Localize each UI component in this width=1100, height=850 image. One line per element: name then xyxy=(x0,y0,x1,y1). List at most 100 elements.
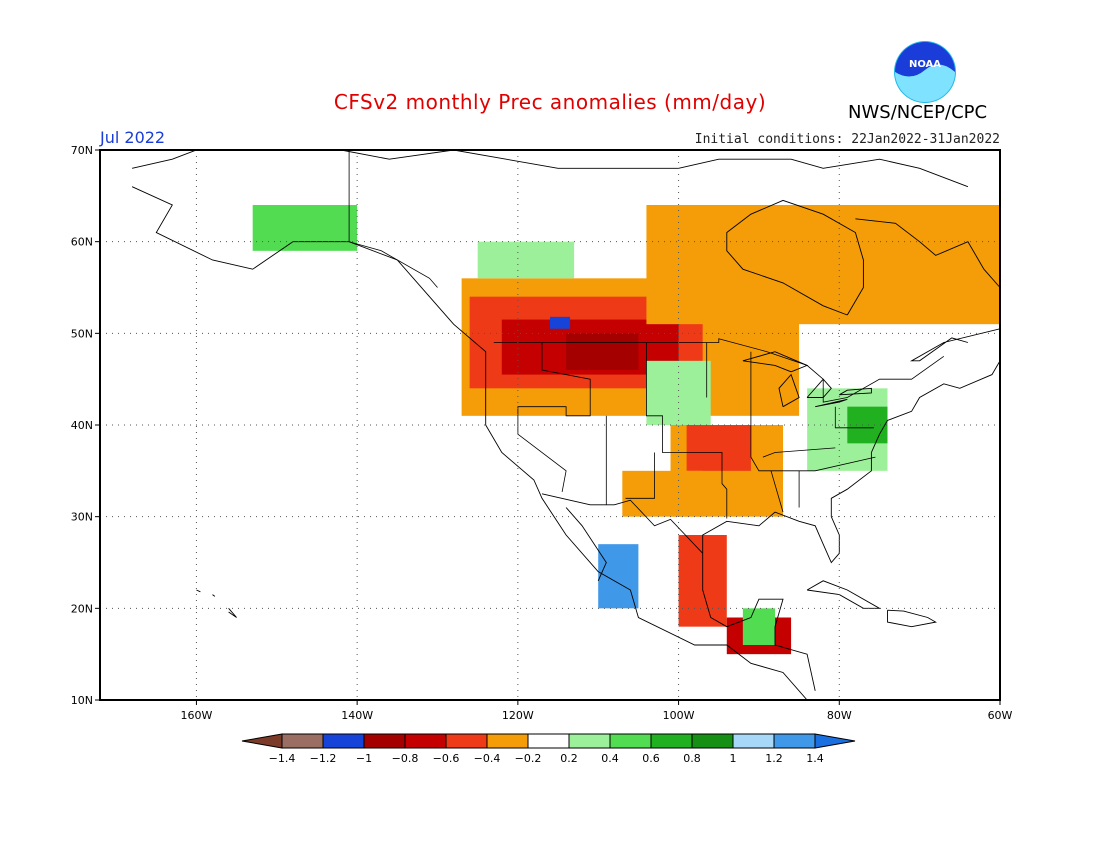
colorbar-label-6: −0.2 xyxy=(515,752,542,765)
coastline-17 xyxy=(212,594,216,597)
anomaly-region-10 xyxy=(847,406,888,444)
colorbar-label-10: 0.8 xyxy=(683,752,701,765)
border-3 xyxy=(517,342,591,492)
colorbar-box-11 xyxy=(732,733,775,749)
anomaly-region-17 xyxy=(742,608,775,645)
anomaly-region-9 xyxy=(807,388,888,471)
colorbar-box-10 xyxy=(691,733,734,749)
coastline-11 xyxy=(778,373,800,408)
coastline-4 xyxy=(909,328,1000,362)
coastline-16 xyxy=(196,589,201,593)
anomaly-region-13 xyxy=(726,617,792,655)
colorbar-arrow-left xyxy=(241,733,283,749)
coastline-6 xyxy=(855,218,1000,288)
colorbar-box-7 xyxy=(568,733,611,749)
colorbar-label-13: 1.4 xyxy=(806,752,824,765)
colorbar-box-12 xyxy=(773,733,816,749)
colorbar-label-12: 1.2 xyxy=(765,752,783,765)
colorbar-label-2: −1 xyxy=(356,752,372,765)
noaa-logo-icon: NOAA xyxy=(894,41,956,103)
coastline-9 xyxy=(887,609,937,628)
initial-conditions: Initial conditions: 22Jan2022-31Jan2022 xyxy=(694,132,1000,147)
lat-label-20N: 20N xyxy=(71,602,93,615)
colorbar-label-3: −0.8 xyxy=(392,752,419,765)
anomaly-region-7 xyxy=(477,241,575,279)
logo-text: NOAA xyxy=(909,59,941,70)
colorbar-box-0 xyxy=(281,733,324,749)
anomaly-region-0 xyxy=(461,278,800,416)
lon-label-160W: 160W xyxy=(180,709,212,722)
anomaly-region-14 xyxy=(622,470,703,517)
anomaly-cells xyxy=(252,205,1000,655)
agency-label: NWS/NCEP/CPC xyxy=(848,102,988,123)
colorbar-label-8: 0.4 xyxy=(601,752,619,765)
border-1 xyxy=(493,338,945,403)
colorbar-label-0: −1.4 xyxy=(269,752,296,765)
map-title: CFSv2 monthly Prec anomalies (mm/day) xyxy=(333,90,767,114)
colorbar-label-4: −0.6 xyxy=(433,752,460,765)
lat-label-50N: 50N xyxy=(71,327,93,340)
lat-label-70N: 70N xyxy=(71,144,93,157)
coastline-0 xyxy=(131,186,808,700)
anomaly-region-1 xyxy=(469,296,703,389)
anomaly-region-6 xyxy=(686,425,751,471)
anomaly-region-15 xyxy=(646,205,1000,325)
colorbar-label-5: −0.4 xyxy=(474,752,501,765)
coastline-12 xyxy=(806,378,832,398)
lat-label-30N: 30N xyxy=(71,511,93,524)
coastline-7 xyxy=(132,150,969,188)
border-11 xyxy=(834,406,874,429)
colorbar-label-9: 0.6 xyxy=(642,752,660,765)
colorbar-box-3 xyxy=(404,733,447,749)
colorbar-box-6 xyxy=(527,733,570,749)
colorbar-box-2 xyxy=(363,733,406,749)
coastline-14 xyxy=(839,387,872,396)
lon-label-120W: 120W xyxy=(502,709,534,722)
lat-label-60N: 60N xyxy=(71,236,93,249)
border-4 xyxy=(646,342,728,519)
border-8 xyxy=(750,351,876,472)
axis-ticks: 10N 20N 30N 40N 50N 60N 70N 160W 140W 120W 100W 80W… xyxy=(71,144,1013,722)
lat-label-10N: 10N xyxy=(71,694,93,707)
lon-label-100W: 100W xyxy=(663,709,695,722)
coastline-15 xyxy=(228,608,237,618)
colorbar-label-11: 1 xyxy=(730,752,737,765)
coastlines xyxy=(131,150,1000,700)
colorbar-box-1 xyxy=(322,733,365,749)
colorbar-box-8 xyxy=(609,733,652,749)
border-12 xyxy=(762,447,836,458)
lon-label-140W: 140W xyxy=(341,709,373,722)
border-2 xyxy=(541,493,703,554)
coastline-10 xyxy=(742,351,809,373)
coastline-5 xyxy=(726,199,864,316)
colorbar: −1.4 −1.2 −1 −0.8 −0.6 −0.4 −0.2 0.2 0.4 0.6 0.8 1 1… xyxy=(241,733,856,765)
anomaly-region-8 xyxy=(252,205,358,251)
anomaly-region-2 xyxy=(501,319,679,375)
lat-lon-grid xyxy=(100,150,1000,700)
lon-label-80W: 80W xyxy=(827,709,852,722)
colorbar-box-5 xyxy=(486,733,529,749)
coastline-1 xyxy=(565,507,607,581)
anomaly-region-4 xyxy=(550,316,571,329)
anomaly-region-3 xyxy=(566,333,639,370)
map-frame xyxy=(99,149,1001,701)
coastline-8 xyxy=(806,580,882,609)
colorbar-label-7: 0.2 xyxy=(560,752,578,765)
anomaly-region-16 xyxy=(646,360,711,425)
coastline-3 xyxy=(702,360,1000,564)
border-6 xyxy=(625,452,655,499)
colorbar-box-4 xyxy=(445,733,488,749)
colorbar-box-9 xyxy=(650,733,693,749)
colorbar-arrow-right xyxy=(814,733,856,749)
anomaly-region-12 xyxy=(678,535,727,627)
border-9 xyxy=(770,470,784,513)
lon-label-60W: 60W xyxy=(988,709,1013,722)
forecast-month: Jul 2022 xyxy=(100,128,166,147)
anomaly-region-11 xyxy=(598,544,639,609)
lat-label-40N: 40N xyxy=(71,419,93,432)
anomaly-region-5 xyxy=(670,425,784,517)
border-0 xyxy=(348,150,438,288)
coastline-13 xyxy=(815,398,848,408)
coastline-2 xyxy=(702,553,816,691)
colorbar-label-1: −1.2 xyxy=(310,752,337,765)
